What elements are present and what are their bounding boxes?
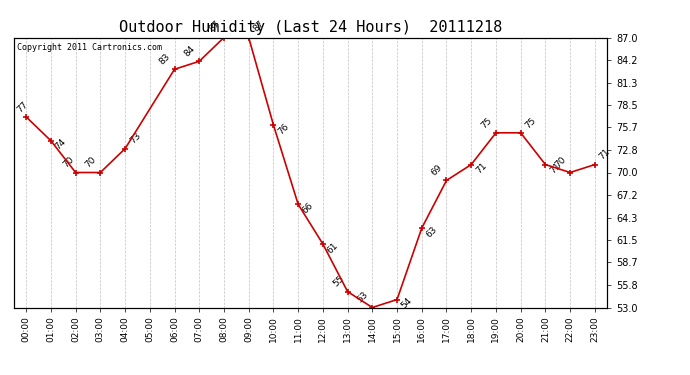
Text: 70: 70 (83, 155, 98, 170)
Text: 87: 87 (251, 19, 266, 33)
Text: 70: 70 (553, 155, 568, 170)
Text: 77: 77 (15, 100, 30, 114)
Text: 61: 61 (326, 241, 340, 255)
Text: 75: 75 (524, 116, 538, 130)
Text: 87: 87 (207, 19, 221, 33)
Text: 75: 75 (480, 116, 494, 130)
Text: 66: 66 (301, 201, 315, 215)
Text: 70: 70 (61, 155, 76, 170)
Text: 53: 53 (355, 290, 370, 305)
Text: 63: 63 (424, 225, 439, 239)
Text: 55: 55 (331, 274, 346, 289)
Text: Copyright 2011 Cartronics.com: Copyright 2011 Cartronics.com (17, 43, 161, 52)
Text: 71: 71 (548, 161, 562, 176)
Text: 54: 54 (400, 296, 414, 310)
Text: 83: 83 (158, 52, 172, 66)
Text: 74: 74 (54, 138, 68, 152)
Text: 69: 69 (430, 163, 444, 178)
Text: 76: 76 (276, 122, 290, 136)
Text: 84: 84 (183, 44, 197, 58)
Text: 73: 73 (128, 131, 142, 146)
Text: 71: 71 (598, 147, 612, 162)
Text: 71: 71 (474, 161, 489, 176)
Title: Outdoor Humidity (Last 24 Hours)  20111218: Outdoor Humidity (Last 24 Hours) 2011121… (119, 20, 502, 35)
